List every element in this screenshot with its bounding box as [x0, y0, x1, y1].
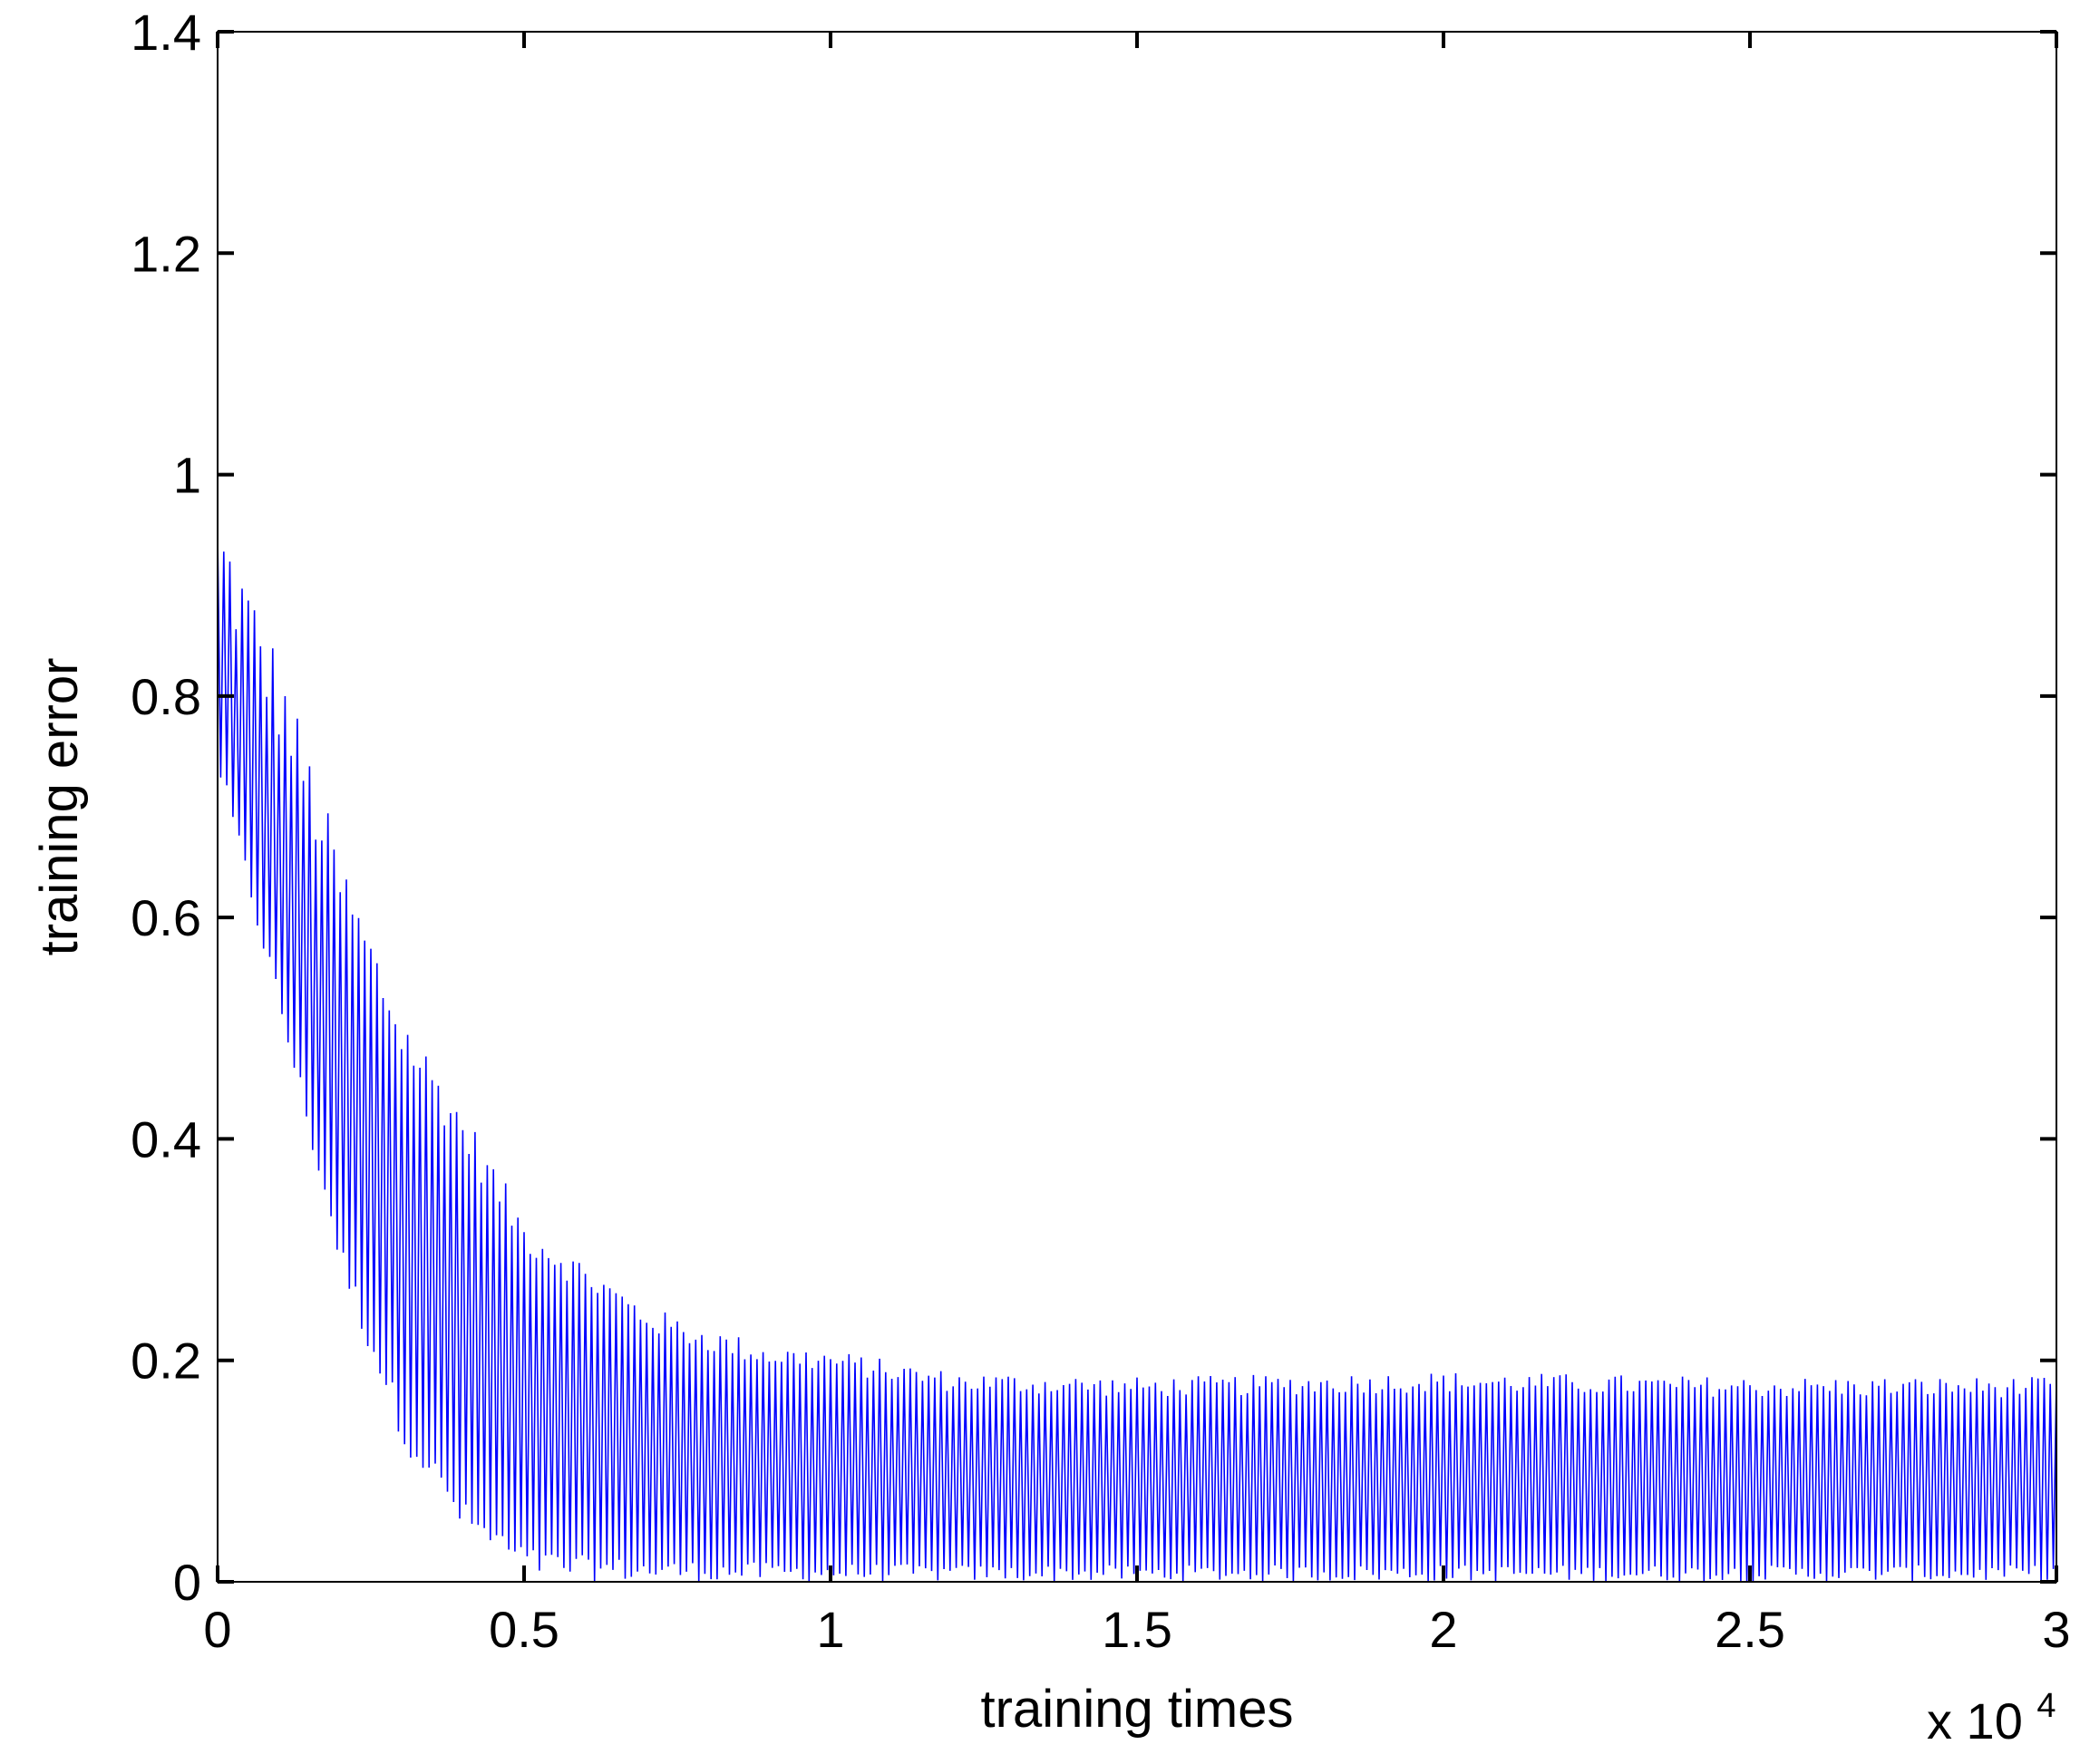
y-tick-label: 1.2 [131, 225, 201, 282]
y-tick-label: 1.4 [131, 4, 201, 61]
x-axis-multiplier-exponent: 4 [2036, 1687, 2056, 1725]
x-axis-multiplier: x 10 4 [1927, 1687, 2056, 1749]
y-tick-label: 0.6 [131, 889, 201, 946]
y-tick-label: 0.8 [131, 668, 201, 725]
x-tick-label: 0.5 [489, 1601, 559, 1658]
series-layer [217, 534, 2057, 1582]
y-tick-label: 0.4 [131, 1110, 201, 1168]
y-axis-label: training error [30, 658, 89, 956]
x-tick-label: 3 [2042, 1601, 2070, 1658]
x-tick-label: 0 [203, 1601, 231, 1658]
x-axis-label: training times [981, 1680, 1294, 1739]
training-error-series [217, 534, 2057, 1582]
x-tick-label: 1 [816, 1601, 844, 1658]
x-axis-multiplier-base: x 10 [1927, 1692, 2023, 1749]
x-tick-label: 1.5 [1102, 1601, 1172, 1658]
x-tick-label: 2 [1429, 1601, 1457, 1658]
y-tick-label: 0.2 [131, 1333, 201, 1390]
y-tick-label: 1 [173, 447, 201, 504]
ticks-layer: 0 0.5 1 1.5 2 2.5 3 0 0.2 0.4 0.6 0.8 1 1.2 1.4 [131, 4, 2070, 1658]
x-tick-label: 2.5 [1715, 1601, 1785, 1658]
y-tick-label: 0 [173, 1554, 201, 1611]
